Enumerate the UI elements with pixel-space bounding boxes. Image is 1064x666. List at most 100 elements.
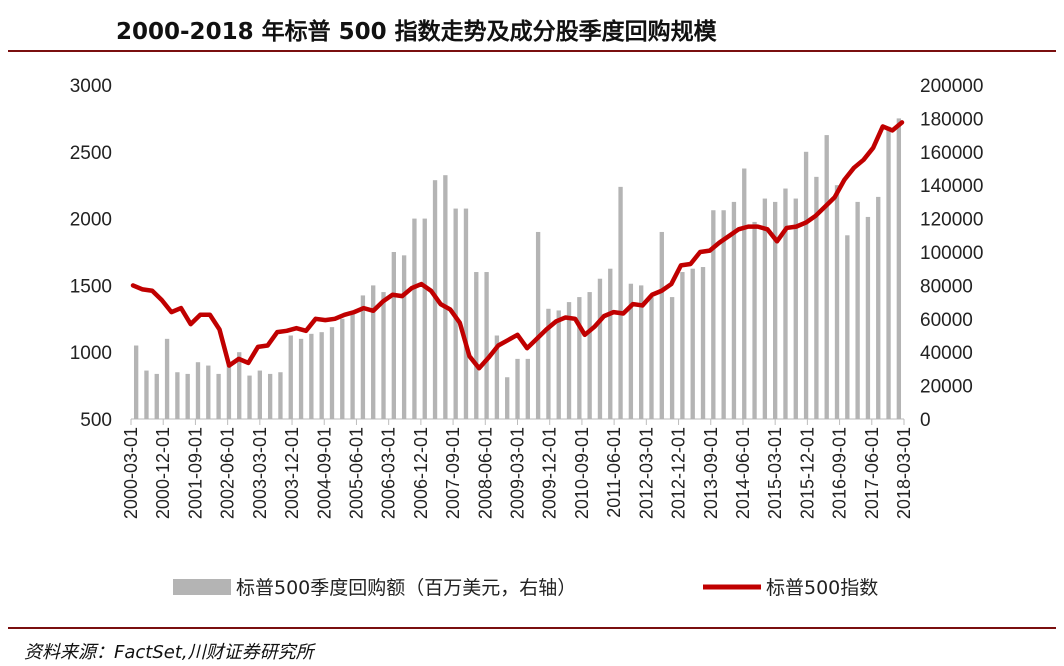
x-tick-label: 2003-03-01 [250, 427, 270, 519]
x-tick-label: 2014-06-01 [733, 427, 753, 519]
buyback-bar [144, 370, 149, 419]
buyback-bar [525, 358, 530, 419]
buyback-bar [226, 363, 232, 419]
buyback-bar [865, 216, 871, 419]
x-tick-label: 2008-06-01 [475, 427, 495, 519]
buyback-bar [319, 332, 324, 419]
buyback-bar [288, 335, 293, 419]
buyback-bar [618, 186, 623, 419]
buyback-bar [484, 272, 489, 419]
source-note: 资料来源：FactSet,川财证券研究所 [24, 642, 314, 663]
buyback-bar [309, 333, 314, 419]
buyback-bar [350, 313, 355, 419]
buyback-bar [133, 345, 139, 419]
x-tick-label: 2015-03-01 [765, 427, 785, 519]
x-tick-label: 2009-12-01 [540, 427, 560, 519]
x-tick-label: 2018-03-01 [894, 427, 914, 519]
buyback-bar [886, 126, 891, 419]
legend-bar-label: 标普500季度回购额（百万美元，右轴） [236, 577, 576, 599]
x-tick-label: 2009-03-01 [508, 427, 528, 519]
buyback-bar [711, 210, 716, 419]
y-right-tick-label: 140000 [920, 176, 983, 197]
buyback-bar [505, 377, 510, 419]
buyback-bar [669, 297, 675, 419]
y-right-tick-label: 160000 [920, 143, 983, 164]
buyback-bar [257, 370, 262, 419]
buyback-bar [546, 308, 551, 419]
x-axis-ticks: 2000-03-01 2000-12-01 2001-09-01 2002-06-01… [121, 419, 914, 519]
buyback-bar [556, 310, 561, 419]
y-left-tick-label: 3000 [70, 76, 112, 97]
x-tick-label: 2017-06-01 [862, 427, 882, 519]
buyback-bar [855, 201, 860, 419]
x-tick-label: 2012-03-01 [636, 427, 656, 519]
bar-series [133, 118, 902, 420]
buyback-bar [752, 221, 757, 419]
y-left-tick-label: 500 [80, 410, 112, 431]
x-tick-label: 2010-09-01 [572, 427, 592, 519]
buyback-bar [608, 268, 613, 419]
x-tick-label: 2011-06-01 [604, 427, 624, 518]
buyback-bar [876, 196, 881, 419]
buyback-bar [628, 283, 634, 419]
x-tick-label: 2003-12-01 [282, 427, 302, 519]
buyback-bar [824, 135, 829, 419]
y-right-tick-label: 100000 [920, 243, 983, 264]
legend-line-label: 标普500指数 [766, 577, 878, 599]
buyback-bar [680, 272, 685, 419]
buyback-bar [474, 272, 479, 419]
buyback-bar [422, 218, 427, 419]
buyback-bar [185, 373, 190, 419]
buyback-bar [793, 198, 798, 419]
buyback-bar [340, 318, 345, 419]
y-right-tick-label: 60000 [920, 310, 973, 331]
buyback-bar [216, 373, 221, 419]
buyback-bar [237, 352, 242, 419]
x-tick-label: 2000-03-01 [121, 427, 141, 519]
source-divider [8, 627, 1056, 629]
y-right-tick-label: 80000 [920, 276, 973, 297]
x-tick-label: 2015-12-01 [797, 427, 817, 519]
y-right-tick-label: 0 [920, 410, 931, 431]
buyback-bar [659, 231, 664, 419]
buyback-bar [783, 188, 788, 419]
buyback-bar [814, 176, 819, 419]
y-left-tick-label: 1500 [70, 276, 112, 297]
x-tick-label: 2006-03-01 [379, 427, 399, 519]
x-tick-label: 2012-12-01 [669, 427, 689, 519]
x-tick-label: 2004-09-01 [314, 427, 334, 519]
buyback-bar [742, 168, 747, 419]
y-right-tick-label: 120000 [920, 210, 983, 231]
y-right-tick-label: 180000 [920, 109, 983, 130]
buyback-bar [515, 358, 520, 419]
buyback-bar [494, 335, 500, 419]
buyback-bar [690, 268, 695, 419]
buyback-bar [834, 185, 840, 419]
y-right-tick-label: 200000 [920, 76, 983, 97]
buyback-bar [401, 255, 407, 419]
buyback-bar [577, 297, 582, 419]
x-tick-label: 2016-09-01 [830, 427, 850, 519]
buyback-bar [360, 295, 366, 419]
buyback-bar [154, 373, 159, 419]
buyback-bar [164, 338, 170, 419]
buyback-bar [195, 362, 201, 419]
buyback-bar [762, 198, 768, 419]
buyback-bar [206, 365, 211, 419]
title-divider [8, 50, 1056, 52]
x-tick-label: 2006-12-01 [411, 427, 431, 519]
y-right-tick-label: 20000 [920, 377, 973, 398]
x-tick-label: 2013-09-01 [701, 427, 721, 519]
buyback-bar [267, 373, 273, 419]
buyback-bar [639, 285, 644, 419]
buyback-bar [298, 338, 304, 419]
buyback-bar [175, 372, 180, 419]
x-tick-label: 2001-09-01 [185, 427, 205, 519]
buyback-bar [381, 292, 386, 419]
line-series [130, 120, 905, 371]
x-tick-label: 2000-12-01 [153, 427, 173, 519]
sp500-index-line [130, 120, 905, 371]
buyback-bar [443, 175, 448, 419]
chart-title: 2000-2018 年标普 500 指数走势及成分股季度回购规模 [116, 19, 717, 45]
buyback-bar [463, 208, 469, 419]
